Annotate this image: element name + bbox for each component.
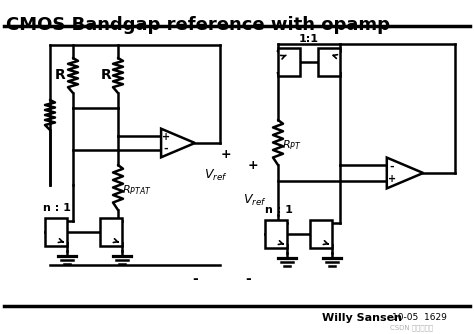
Text: R: R [100,68,111,82]
Text: -: - [245,272,251,286]
Bar [265,220,287,248]
Text: +: + [248,159,259,172]
Text: +: + [221,149,232,162]
Bar [310,220,332,248]
Text: $V_{ref}$: $V_{ref}$ [243,192,267,207]
Text: 10-05  1629: 10-05 1629 [392,314,447,323]
Text: R: R [55,68,65,82]
Text: CMOS Bandgap reference with opamp: CMOS Bandgap reference with opamp [6,16,390,34]
Text: CSDN 号角世虫子: CSDN 号角世虫子 [390,325,433,331]
Text: n : 1: n : 1 [43,203,71,213]
Text: +: + [162,132,170,142]
Bar [45,218,67,246]
Text: $R_{PTAT}$: $R_{PTAT}$ [122,183,152,197]
Polygon shape [161,129,195,157]
Text: n : 1: n : 1 [265,205,293,215]
Text: $R_{PT}$: $R_{PT}$ [282,138,301,152]
Text: +: + [388,174,396,184]
Text: -: - [164,144,168,154]
Text: 1:1: 1:1 [299,34,319,44]
Text: -: - [390,162,394,172]
Bar [278,48,300,76]
Text: -: - [192,272,198,286]
Text: Willy Sansen: Willy Sansen [322,313,402,323]
Polygon shape [387,158,423,188]
Text: $V_{ref}$: $V_{ref}$ [204,167,228,183]
Bar [318,48,340,76]
Bar [100,218,122,246]
